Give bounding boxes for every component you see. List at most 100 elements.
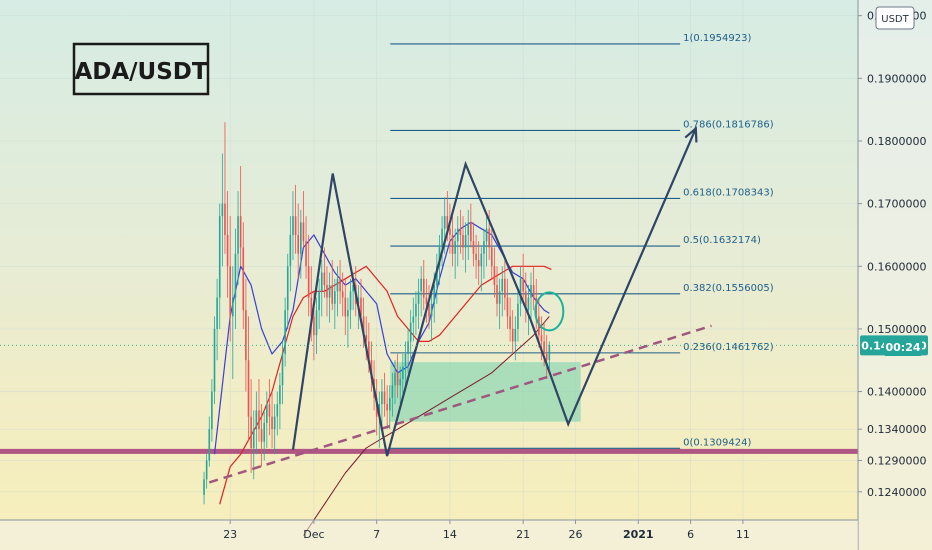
candle-body — [273, 416, 276, 430]
time-axis-panel — [0, 520, 858, 550]
candle-body — [485, 228, 488, 242]
candle-body — [383, 391, 386, 405]
candle-body — [467, 222, 470, 235]
candle-body — [438, 247, 441, 267]
candle-body — [391, 385, 394, 398]
candle-body — [349, 291, 352, 311]
candle-body — [208, 429, 211, 461]
candle-body — [297, 234, 300, 254]
time-tick-label: 21 — [516, 528, 530, 541]
candle-body — [519, 278, 522, 304]
candle-body — [524, 291, 527, 311]
ma-red-line — [219, 265, 552, 505]
trendline-dashed — [208, 324, 712, 484]
currency-badge-frame — [875, 6, 915, 30]
price-tick-label: 0.1800000 — [867, 135, 927, 148]
candle-body — [509, 316, 511, 329]
candle-body — [362, 316, 365, 336]
candle-body — [501, 278, 504, 292]
candle-body — [386, 404, 388, 411]
time-tick-label: 11 — [736, 528, 750, 541]
candle-body — [252, 429, 255, 448]
candle-body — [305, 241, 307, 267]
candle-body — [232, 297, 234, 317]
candle-body — [543, 341, 545, 354]
time-tick-label: 7 — [373, 528, 380, 541]
title-box: ADA/USDT — [72, 42, 210, 96]
candle-body — [430, 303, 433, 317]
candle-body — [260, 429, 263, 442]
fib-label: 1(0.1954923) — [683, 33, 751, 44]
candle-body — [323, 272, 326, 286]
candle-body — [540, 335, 543, 342]
candle-body — [433, 285, 436, 304]
candle-body — [360, 297, 362, 317]
candle-body — [490, 247, 493, 267]
candle-body — [344, 297, 347, 317]
candle-body — [205, 460, 208, 480]
ma-maroon-line — [302, 316, 550, 536]
price-tick-label: 0.1340000 — [867, 423, 927, 436]
candle-body — [294, 216, 297, 235]
candle-body — [307, 266, 310, 298]
candle-body — [211, 391, 213, 430]
candle-body — [464, 234, 467, 248]
candle-body — [357, 297, 360, 304]
candle-body — [493, 266, 496, 286]
candle-body — [538, 316, 540, 336]
candle-body — [339, 278, 341, 292]
candle-body — [412, 316, 415, 323]
candle-body — [488, 228, 490, 248]
candle-body — [498, 291, 501, 304]
projection-path — [291, 127, 697, 457]
candle-body — [239, 216, 242, 248]
candle-body — [242, 247, 245, 311]
candle-body — [250, 416, 252, 448]
projection-arrowhead — [684, 126, 698, 143]
time-tick-label: Dec — [303, 528, 324, 541]
candle-body — [341, 291, 344, 298]
ma-blue-line — [213, 221, 550, 455]
candle-body — [310, 297, 313, 317]
candle-body — [302, 222, 305, 242]
candle-body — [286, 266, 289, 311]
candle-body — [425, 297, 428, 304]
candle-body — [221, 203, 224, 217]
candle-body — [203, 479, 205, 495]
candle-body — [266, 404, 268, 423]
candle-body — [451, 234, 454, 254]
candle-body — [271, 416, 273, 430]
candle-body — [462, 234, 464, 248]
candle-body — [428, 303, 430, 317]
candle-body — [292, 216, 294, 235]
candle-body — [483, 241, 485, 254]
candle-body — [334, 291, 336, 304]
candle-body — [475, 253, 477, 260]
candle-body — [263, 422, 266, 442]
candle-body — [268, 404, 271, 417]
candle-body — [459, 228, 462, 235]
candle-body — [368, 341, 370, 361]
countdown-box — [884, 337, 922, 356]
candle-body — [284, 310, 286, 354]
time-tick-label: 6 — [687, 528, 694, 541]
candle-body — [548, 345, 551, 361]
candle-body — [320, 272, 323, 292]
candle-body — [328, 285, 331, 298]
candle-body — [417, 291, 420, 304]
circle-marker — [534, 291, 565, 332]
currency-badge[interactable]: USDT — [875, 6, 915, 30]
candle-body — [218, 216, 221, 298]
candle-body — [336, 278, 339, 292]
candle-body — [234, 253, 237, 298]
price-tick-label: 0.1400000 — [867, 386, 927, 399]
title-box-frame — [72, 42, 210, 96]
price-tick-label: 0.1240000 — [867, 486, 927, 499]
candle-body — [454, 241, 456, 254]
candle-body — [388, 397, 391, 411]
demand-zone — [390, 362, 581, 422]
currency-badge-label: USDT — [881, 14, 909, 25]
candle-body — [289, 234, 292, 267]
candle-body — [281, 353, 284, 386]
